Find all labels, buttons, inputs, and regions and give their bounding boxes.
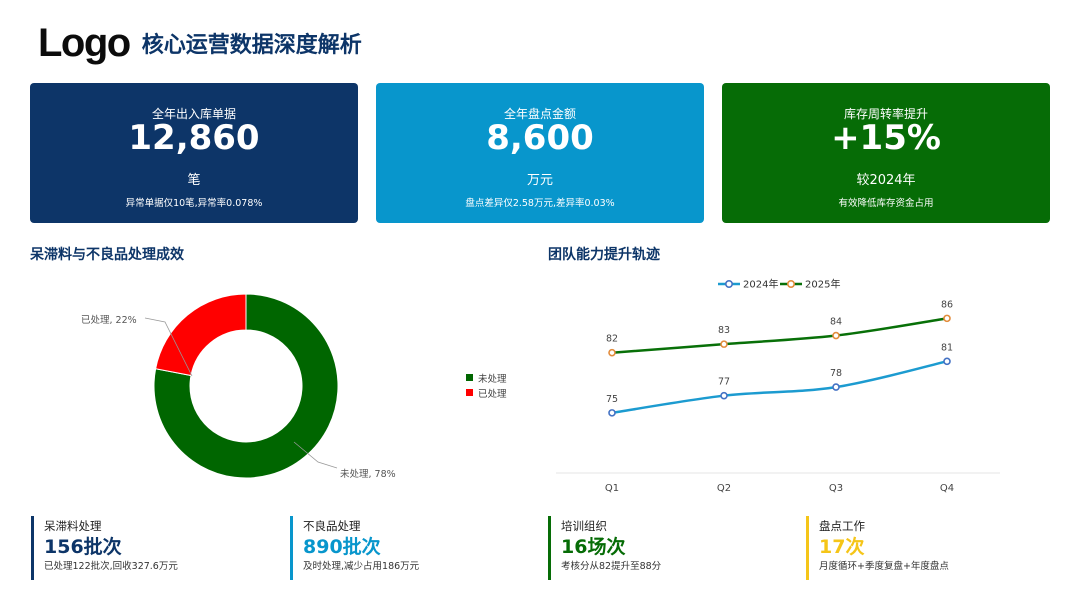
- pie-section-title: 呆滞料与不良品处理成效: [30, 247, 184, 263]
- kpi-label: 库存周转率提升: [843, 107, 928, 121]
- line-legend-item: 2024年: [718, 278, 778, 291]
- x-tick-label: Q3: [829, 483, 843, 494]
- series-line-2024: [611, 360, 948, 415]
- line-section-title: 团队能力提升轨迹: [548, 247, 660, 263]
- logo: Logo: [38, 20, 131, 65]
- kpi-note: 有效降低库存资金占用: [838, 198, 934, 209]
- pie-slice-processed: [155, 293, 247, 377]
- line-legend-item: 2025年: [780, 278, 840, 291]
- kpi-note: 异常单据仅10笔,异常率0.078%: [125, 198, 263, 209]
- legend-swatch: [466, 389, 473, 396]
- stat-desc: 及时处理,减少占用186万元: [303, 561, 420, 572]
- data-point: [720, 340, 728, 348]
- stat-dead-stock: 呆滞料处理 156批次 已处理122批次,回收327.6万元: [31, 516, 264, 580]
- kpi-card-documents: 全年出入库单据 12,860 笔 异常单据仅10笔,异常率0.078%: [30, 83, 358, 223]
- legend-swatch: [466, 374, 473, 381]
- data-label: 83: [718, 325, 730, 336]
- donut-chart: [140, 283, 350, 488]
- donut-chart-svg: [153, 293, 339, 479]
- data-label: 86: [941, 299, 953, 310]
- stat-desc: 月度循环+季度复盘+年度盘点: [819, 561, 949, 572]
- stat-inventory-count: 盘点工作 17次 月度循环+季度复盘+年度盘点: [806, 516, 1039, 580]
- data-point: [832, 383, 840, 391]
- pie-data-label-unprocessed: 未处理, 78%: [340, 469, 396, 480]
- data-point: [832, 331, 840, 340]
- x-tick-label: Q4: [940, 483, 954, 494]
- stat-value: 16场次: [561, 536, 626, 558]
- kpi-label: 全年盘点金额: [503, 107, 576, 121]
- stat-value: 890批次: [303, 536, 381, 558]
- data-label: 84: [830, 317, 842, 328]
- kpi-unit: 笔: [187, 173, 201, 188]
- stat-value: 17次: [819, 536, 865, 558]
- kpi-unit: 万元: [526, 173, 553, 188]
- data-label: 82: [606, 334, 618, 345]
- x-tick-label: Q2: [717, 483, 731, 494]
- data-label: 81: [941, 342, 953, 353]
- header: Logo 核心运营数据深度解析: [38, 18, 362, 68]
- legend-label: 2025年: [805, 278, 840, 291]
- legend-label: 未处理: [478, 373, 507, 385]
- data-point: [943, 314, 951, 323]
- stat-label: 盘点工作: [819, 519, 865, 533]
- data-point: [608, 348, 616, 357]
- data-label: 75: [606, 394, 618, 405]
- kpi-value: 12,860: [128, 118, 260, 158]
- stat-defective: 不良品处理 890批次 及时处理,减少占用186万元: [290, 516, 523, 580]
- data-label: 77: [718, 377, 730, 388]
- line-chart: Q1 Q2 Q3 Q4 2024年 2025年 75 77 78 81 82 83 84 86: [548, 268, 1018, 498]
- data-point: [943, 357, 951, 366]
- data-point: [608, 409, 616, 417]
- stat-value: 156批次: [44, 536, 122, 558]
- kpi-value: 8,600: [486, 118, 594, 158]
- line-chart-svg: Q1 Q2 Q3 Q4 2024年 2025年 75 77 78 81 82 83 84 86: [556, 278, 1000, 494]
- kpi-card-turnover: 库存周转率提升 +15% 较2024年 有效降低库存资金占用: [722, 83, 1050, 223]
- data-label: 78: [830, 368, 842, 379]
- kpi-card-inventory-amount: 全年盘点金额 8,600 万元 盘点差异仅2.58万元,差异率0.03%: [376, 83, 704, 223]
- data-point: [720, 391, 728, 400]
- stat-label: 呆滞料处理: [44, 519, 102, 533]
- stat-label: 不良品处理: [303, 519, 361, 533]
- kpi-note: 盘点差异仅2.58万元,差异率0.03%: [465, 198, 615, 209]
- kpi-value: +15%: [831, 118, 941, 158]
- legend-item-unprocessed: 未处理: [466, 370, 507, 385]
- pie-slice-unprocessed: [153, 293, 339, 479]
- legend-marker: [787, 280, 796, 289]
- pie-data-label-processed: 已处理, 22%: [81, 315, 137, 326]
- stat-desc: 已处理122批次,回收327.6万元: [44, 561, 178, 572]
- page-title: 核心运营数据深度解析: [141, 33, 362, 58]
- legend-marker: [725, 280, 734, 289]
- kpi-unit: 较2024年: [856, 173, 916, 188]
- series-line-2025: [611, 317, 948, 354]
- kpi-label: 全年出入库单据: [151, 107, 236, 121]
- stat-training: 培训组织 16场次 考核分从82提升至88分: [548, 516, 781, 580]
- legend-item-processed: 已处理: [466, 385, 507, 400]
- legend-label: 已处理: [478, 388, 507, 400]
- stat-label: 培训组织: [561, 519, 607, 533]
- x-tick-label: Q1: [605, 483, 619, 494]
- pie-legend: 未处理 已处理: [466, 370, 507, 400]
- legend-label: 2024年: [743, 278, 778, 291]
- stat-desc: 考核分从82提升至88分: [561, 561, 662, 572]
